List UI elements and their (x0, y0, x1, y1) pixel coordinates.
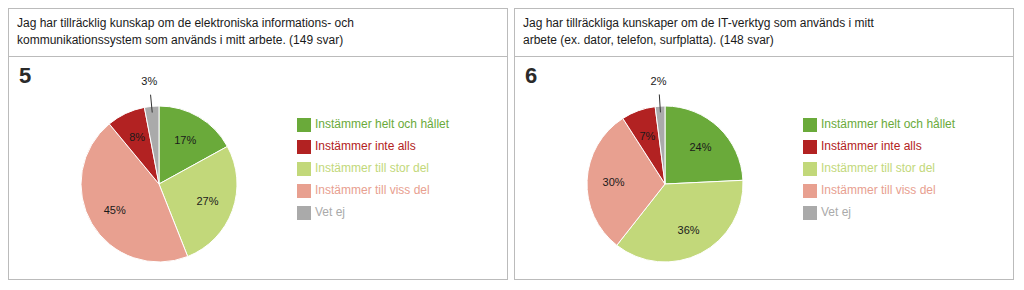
html-text:Jag har tillräckliga kunskaper: Jag har tillräckliga kunskaper om de IT-… (523, 16, 874, 47)
html-text:Instämmer till viss del: Instämmer till viss del (821, 183, 936, 197)
html-text:Instämmer inte alls: Instämmer inte alls (315, 139, 416, 153)
html-text:Vet ej: Vet ej (315, 205, 345, 219)
svg-text:7%: 7% (639, 130, 655, 142)
svg-text:8%: 8% (129, 131, 145, 143)
svg-text:27%: 27% (196, 195, 218, 207)
svg-text:3%: 3% (141, 75, 157, 87)
svg-text:30%: 30% (603, 176, 625, 188)
html-text:Instämmer inte alls: Instämmer inte alls (821, 139, 922, 153)
svg-text:2%: 2% (651, 75, 667, 87)
html-text:Instämmer helt och hållet: Instämmer helt och hållet (315, 117, 450, 131)
html-text:Instämmer till stor del: Instämmer till stor del (821, 161, 935, 175)
html-text:Jag har tillräcklig kunskap om: Jag har tillräcklig kunskap om de elektr… (17, 16, 354, 47)
html-text:Instämmer helt och hållet: Instämmer helt och hållet (821, 117, 956, 131)
html-text:Vet ej: Vet ej (821, 205, 851, 219)
svg-text:36%: 36% (678, 224, 700, 236)
html-text:Instämmer till stor del: Instämmer till stor del (315, 161, 429, 175)
html-text:5: 5 (19, 63, 32, 88)
svg-text:45%: 45% (104, 204, 126, 216)
svg-text:24%: 24% (690, 141, 712, 153)
html-text:6: 6 (525, 63, 538, 88)
html-text:Instämmer till viss del: Instämmer till viss del (315, 183, 430, 197)
svg-text:17%: 17% (174, 134, 196, 146)
